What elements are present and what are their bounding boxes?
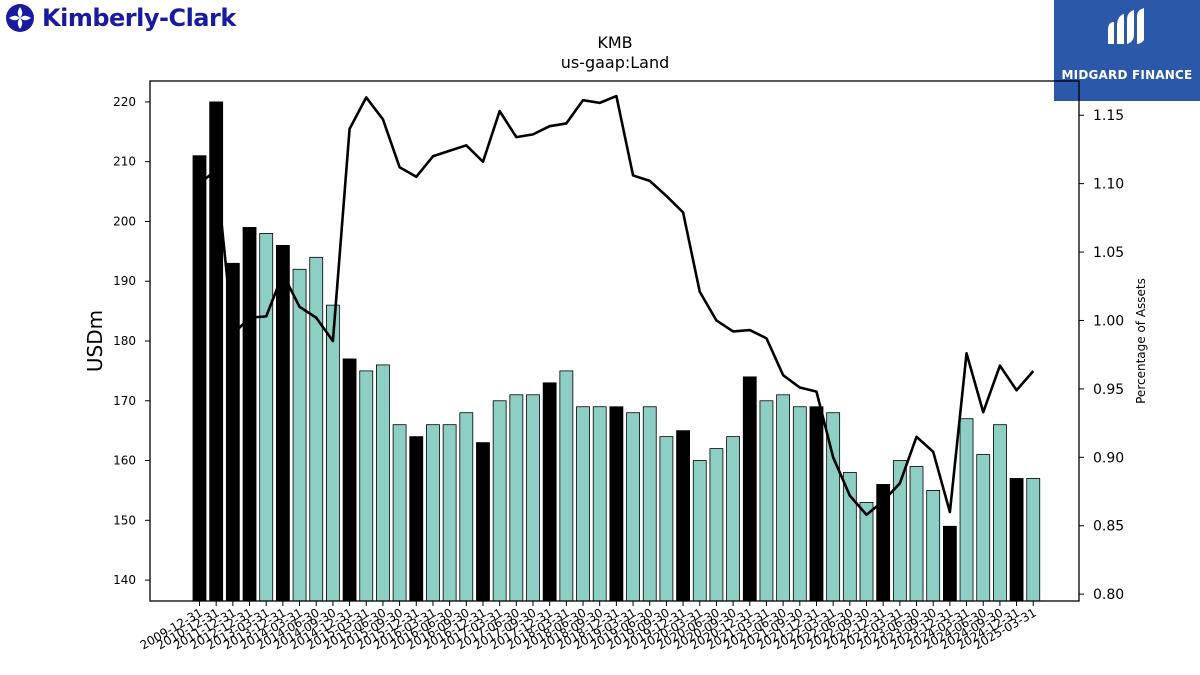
y-tick-label: 180 — [113, 334, 136, 348]
bar-2018-03-31 — [559, 370, 574, 602]
y2-tick-label: 0.80 — [1093, 587, 1124, 603]
midgard-emblem-icon — [1108, 8, 1144, 44]
bar-2022-06-30 — [842, 472, 857, 602]
y-tick-label: 140 — [113, 573, 136, 587]
bar-2024-12-31 — [1009, 478, 1024, 602]
y-tick-label: 170 — [113, 394, 136, 408]
bar-2016-09-30 — [459, 412, 474, 602]
bar-2018-12-31 — [609, 406, 624, 602]
y2-tick-label: 1.00 — [1093, 313, 1124, 329]
bar-2023-12-31 — [942, 525, 957, 602]
bars-group — [192, 101, 1041, 602]
bar-2014-12-31 — [342, 358, 357, 602]
bar-2023-09-30 — [926, 490, 941, 602]
y2-tick-label: 1.15 — [1093, 108, 1124, 124]
bar-2024-03-31 — [959, 418, 974, 602]
bar-2019-09-30 — [659, 436, 674, 602]
bar-2021-06-30 — [776, 394, 791, 602]
bar-2015-09-30 — [392, 424, 407, 602]
bar-2020-09-30 — [726, 436, 740, 602]
chart-title: KMB — [597, 33, 632, 52]
bar-2017-12-31 — [542, 382, 557, 602]
bar-2025-03-31 — [1026, 478, 1041, 602]
y2-axis-label: Percentage of Assets — [1134, 278, 1148, 404]
bar-2014-09-30 — [325, 304, 340, 602]
bar-2024-06-30 — [976, 454, 991, 602]
y2-tick-label: 1.05 — [1093, 245, 1124, 261]
line-group — [198, 94, 1035, 517]
y2-tick-label: 0.95 — [1093, 382, 1124, 398]
bar-2019-12-31 — [676, 430, 690, 602]
bar-2017-03-31 — [492, 400, 507, 602]
bar-2020-03-31 — [692, 460, 707, 602]
bar-2012-12-31 — [242, 227, 257, 602]
bar-2022-09-30 — [859, 501, 874, 602]
bar-2009-12-31 — [192, 155, 207, 602]
bar-2020-12-31 — [742, 376, 757, 602]
bar-2013-03-31 — [259, 233, 274, 602]
bar-2017-09-30 — [526, 394, 540, 602]
midgard-finance-wordmark: MIDGARD FINANCE — [1061, 68, 1193, 82]
bar-2021-12-31 — [809, 406, 824, 602]
bar-2015-12-31 — [409, 436, 424, 602]
bar-2014-03-31 — [292, 268, 307, 602]
bar-2024-09-30 — [993, 424, 1007, 602]
y-tick-label: 190 — [113, 274, 136, 288]
bar-2019-03-31 — [626, 412, 640, 602]
y2-tick-label: 1.10 — [1093, 177, 1124, 193]
bar-2021-09-30 — [792, 406, 807, 602]
bar-2013-12-31 — [275, 244, 290, 602]
x-axis: 2009-12-312010-12-312011-12-312012-12-31… — [138, 601, 1039, 652]
y-tick-label: 210 — [113, 155, 136, 169]
bar-2016-06-30 — [442, 424, 457, 602]
bar-2018-09-30 — [592, 406, 607, 602]
y-axis-right: 0.80 0.85 0.90 0.95 1.00 1.05 1.10 1.15 — [1079, 108, 1124, 603]
bar-2020-06-30 — [709, 448, 724, 602]
y-tick-label: 160 — [113, 454, 136, 468]
bar-2018-06-30 — [576, 406, 590, 602]
kimberly-clark-emblem-icon — [6, 4, 34, 32]
y-tick-label: 150 — [113, 513, 136, 527]
y-tick-label: 200 — [113, 214, 136, 228]
y-axis-left: 140 150 160 170 180 190 200 210 220 — [113, 95, 150, 587]
kimberly-clark-wordmark: Kimberly-Clark — [42, 4, 236, 32]
bar-2016-03-31 — [426, 424, 440, 602]
kimberly-clark-logo: Kimberly-Clark — [4, 2, 236, 34]
bar-2011-12-31 — [225, 262, 240, 602]
bar-2015-06-30 — [376, 364, 390, 602]
percentage-of-assets-line — [198, 94, 1035, 517]
bar-2021-03-31 — [759, 400, 774, 602]
bar-2023-06-30 — [909, 466, 924, 602]
bar-2017-06-30 — [509, 394, 524, 602]
y-axis-label: USDm — [83, 310, 107, 372]
y-tick-label: 220 — [113, 95, 136, 109]
chart-subtitle: us-gaap:Land — [561, 53, 670, 72]
bar-2014-06-30 — [309, 256, 324, 602]
bar-2016-12-31 — [476, 442, 490, 602]
bar-2019-06-30 — [642, 406, 657, 602]
y2-tick-label: 0.85 — [1093, 519, 1124, 535]
y2-tick-label: 0.90 — [1093, 450, 1124, 466]
midgard-finance-logo: MIDGARD FINANCE — [1054, 0, 1200, 101]
bar-2015-03-31 — [359, 370, 374, 602]
